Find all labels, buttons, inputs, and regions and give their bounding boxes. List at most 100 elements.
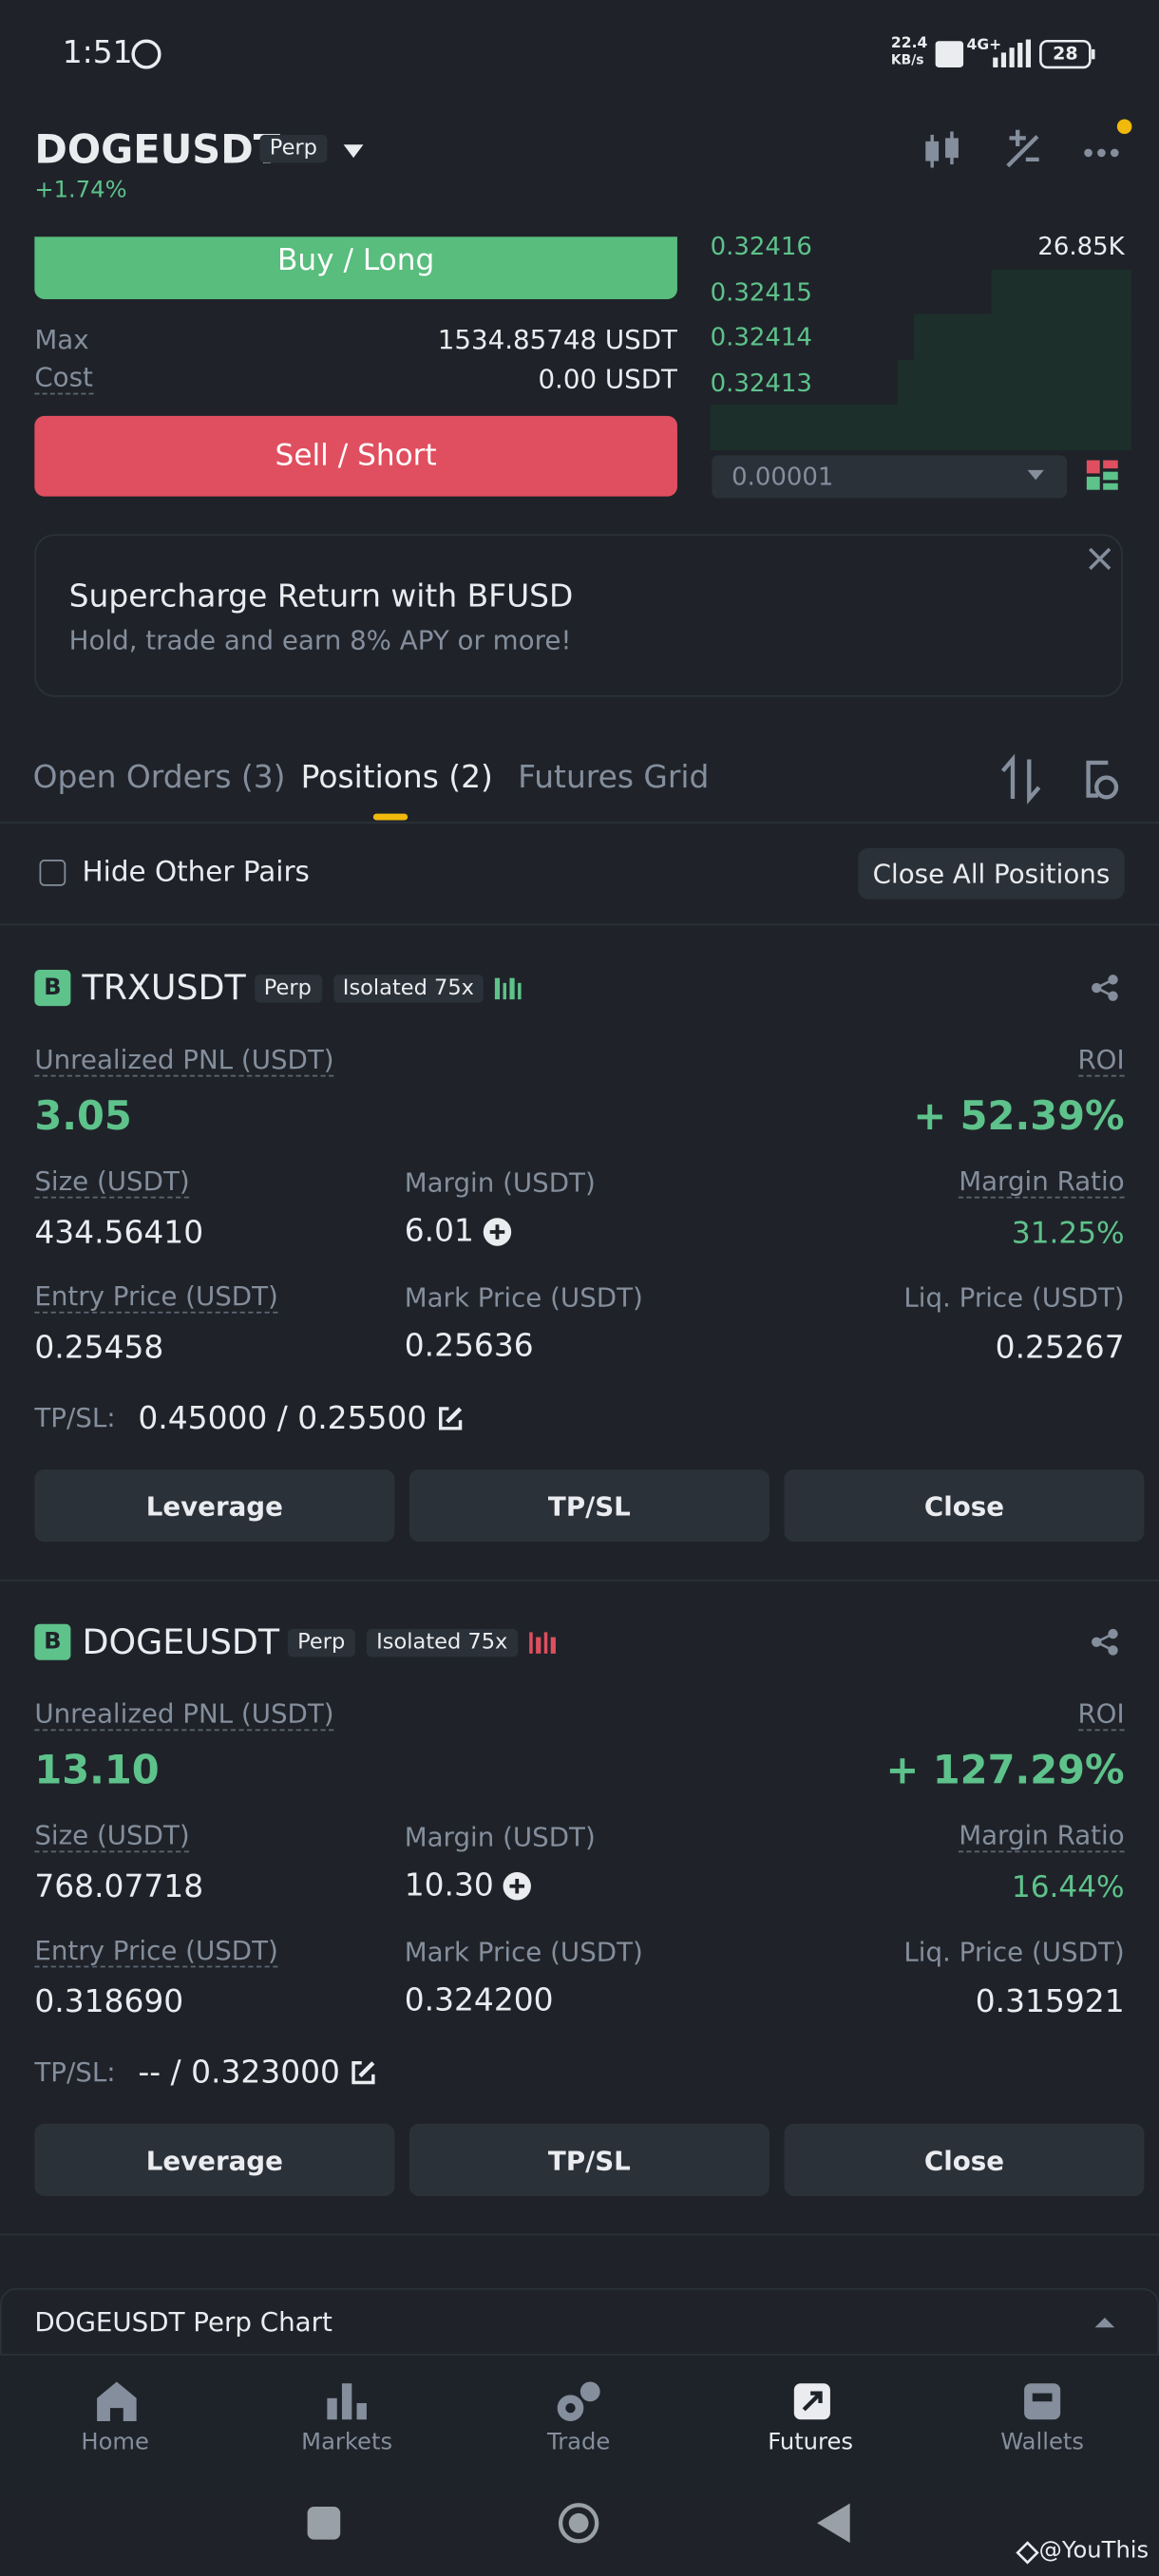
battery-tip <box>1092 48 1095 60</box>
cost-value: 0.00 USDT <box>538 363 677 395</box>
wallets-icon[interactable] <box>1024 2383 1061 2420</box>
position-action-button[interactable]: Close <box>784 2123 1145 2196</box>
edit-icon[interactable] <box>437 1406 464 1432</box>
sell-button[interactable]: Sell / Short <box>34 415 677 497</box>
margin-label: Margin (USDT) <box>404 1166 596 1199</box>
add-margin-icon[interactable] <box>484 1217 512 1245</box>
edit-glyph[interactable] <box>350 2059 376 2086</box>
close-icon[interactable] <box>1089 547 1112 570</box>
roi-value: + 52.39% <box>913 1092 1125 1140</box>
add-margin-icon[interactable] <box>504 1871 532 1900</box>
tab[interactable]: Futures Grid <box>518 759 710 796</box>
promo-title: Supercharge Return with BFUSD <box>68 578 574 616</box>
entry-value: 0.25458 <box>34 1329 164 1367</box>
margin-ratio-value: 31.25% <box>1011 1216 1125 1251</box>
risk-bar <box>551 1637 556 1654</box>
ask-quantity: 26.85K <box>1037 231 1125 262</box>
plus-glyph[interactable] <box>504 1871 531 1899</box>
home-button[interactable] <box>558 2503 599 2544</box>
battery-outline <box>1039 39 1092 69</box>
margin-mode-badge: Isolated 75x <box>366 1628 518 1657</box>
history-icon[interactable] <box>1086 760 1119 800</box>
sort-icon[interactable] <box>1000 753 1041 805</box>
margin-value: 10.30 <box>404 1866 494 1904</box>
mark-label: Mark Price (USDT) <box>404 1936 643 1968</box>
chart-bar[interactable] <box>0 2287 1159 2356</box>
caret-up[interactable] <box>1094 2317 1115 2328</box>
markets-icon[interactable] <box>327 2383 367 2420</box>
plus-glyph[interactable] <box>484 1217 511 1244</box>
risk-bar <box>503 982 507 1000</box>
margin-mode-badge: Isolated 75x <box>332 974 484 1002</box>
tab[interactable]: Positions (2) <box>300 759 493 796</box>
chart-caret[interactable] <box>1094 2315 1118 2331</box>
ask-price: 0.32415 <box>710 276 812 308</box>
trade-icon[interactable] <box>557 2381 600 2422</box>
signal-bar <box>993 57 998 67</box>
share-glyph[interactable] <box>1090 973 1119 1002</box>
roi-label: ROI <box>1077 1698 1125 1732</box>
tpsl-value: -- / 0.323000 <box>138 2055 340 2092</box>
layout-icon[interactable] <box>1086 460 1118 490</box>
home-icon[interactable] <box>97 2381 137 2422</box>
back-button[interactable] <box>817 2503 850 2544</box>
hide-pairs-label[interactable]: Hide Other Pairs <box>82 856 310 890</box>
contract-badge: Perp <box>259 134 328 163</box>
margin-value: 6.01 <box>404 1213 474 1250</box>
recents-button[interactable] <box>307 2507 341 2540</box>
position-action-button[interactable]: Close <box>784 1469 1145 1543</box>
position-header: B TRXUSDT Perp Isolated 75x <box>34 967 522 1010</box>
position-symbol[interactable]: TRXUSDT <box>82 968 246 1008</box>
header-icons <box>343 119 1132 168</box>
mark-value: 0.324200 <box>404 1981 554 2019</box>
close-all-button[interactable]: Close All Positions <box>858 847 1125 900</box>
calc-icon[interactable] <box>1006 129 1039 168</box>
position-symbol[interactable]: DOGEUSDT <box>82 1621 280 1662</box>
signal-bar <box>1017 42 1023 67</box>
risk-bar <box>528 1632 534 1654</box>
pnl-value: 3.05 <box>34 1092 132 1140</box>
symbol[interactable]: DOGEUSDT <box>34 126 281 173</box>
more-icon[interactable] <box>1084 148 1119 158</box>
signal-bar <box>1009 47 1015 67</box>
promo-card[interactable] <box>34 534 1123 697</box>
entry-value: 0.318690 <box>34 1983 184 2020</box>
tick-size-select[interactable]: 0.00001 <box>712 455 1068 499</box>
mark-label: Mark Price (USDT) <box>404 1281 643 1314</box>
share-icon[interactable] <box>1090 1627 1119 1657</box>
edit-icon[interactable] <box>350 2059 376 2086</box>
position-action-button[interactable]: TP/SL <box>408 1469 770 1543</box>
checkbox[interactable] <box>39 860 66 886</box>
position-action-button[interactable]: TP/SL <box>408 2123 770 2196</box>
risk-indicator <box>528 1631 556 1654</box>
system-nav <box>307 2503 1039 2565</box>
nav-label[interactable]: Home <box>81 2429 149 2456</box>
nav-label[interactable]: Futures <box>768 2429 854 2456</box>
tpsl-row: -- / 0.323000 <box>138 2055 376 2091</box>
tpsl-row: 0.45000 / 0.25500 <box>138 1400 463 1436</box>
position-action-button[interactable]: Leverage <box>34 1469 395 1543</box>
signal-bar <box>1000 52 1007 67</box>
promo-subtitle: Hold, trade and earn 8% APY or more! <box>68 624 572 656</box>
position-action-button[interactable]: Leverage <box>34 2123 395 2196</box>
promo-close[interactable] <box>1085 544 1118 578</box>
nav-label[interactable]: Markets <box>301 2429 393 2456</box>
ask-price: 0.32413 <box>710 368 812 398</box>
candle-icon[interactable] <box>925 131 959 168</box>
margin-value-row: 10.30 <box>405 1867 532 1904</box>
buy-button[interactable]: Buy / Long <box>34 237 677 299</box>
size-label: Size (USDT) <box>34 1820 190 1853</box>
chart-bar-title[interactable]: DOGEUSDT Perp Chart <box>34 2305 332 2338</box>
share-icon[interactable] <box>1090 973 1119 1002</box>
tab-icons <box>1000 753 1119 805</box>
liq-label: Liq. Price (USDT) <box>903 1281 1125 1314</box>
edit-glyph[interactable] <box>437 1406 464 1432</box>
tab[interactable]: Open Orders (3) <box>32 759 286 796</box>
risk-bar <box>543 1632 548 1654</box>
ask-price: 0.32416 <box>710 231 812 262</box>
futures-icon[interactable] <box>793 2383 830 2420</box>
nav-label[interactable]: Trade <box>546 2429 611 2456</box>
nav-label[interactable]: Wallets <box>1000 2429 1084 2456</box>
share-glyph[interactable] <box>1090 1627 1119 1657</box>
